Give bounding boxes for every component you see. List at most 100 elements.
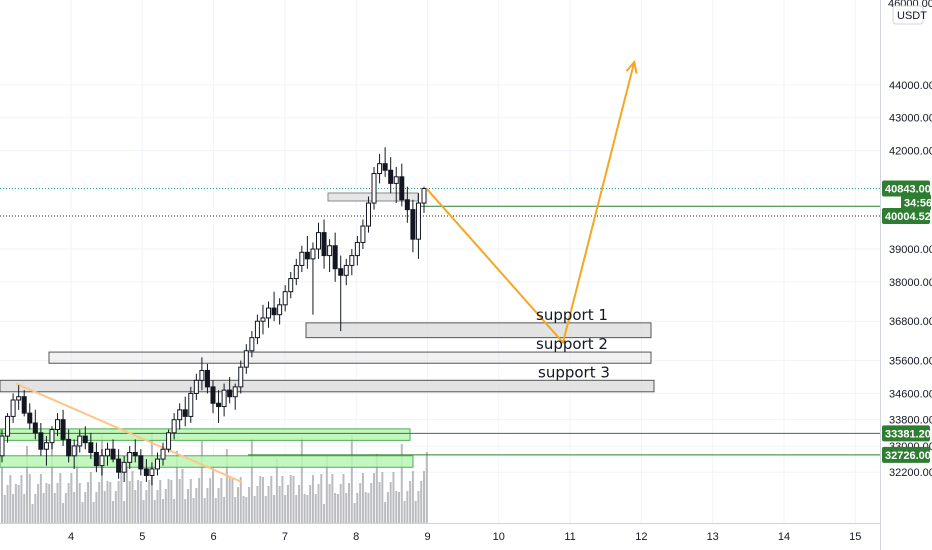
x-tick-label: 13 — [707, 531, 719, 543]
x-tick-label: 6 — [211, 531, 217, 543]
candle — [243, 344, 249, 374]
volume-bar — [259, 476, 262, 523]
candle-body — [288, 278, 294, 293]
volume-bar — [300, 437, 303, 523]
candle-body — [138, 455, 144, 470]
volume-bar — [364, 492, 367, 523]
x-tick-label: 10 — [493, 531, 505, 543]
volume-bar — [242, 496, 245, 523]
volume-bar — [328, 484, 331, 523]
candle-body — [266, 307, 272, 319]
price-tag — [882, 180, 930, 197]
volume-bar — [225, 449, 228, 523]
y-tick-label: 34600.00 — [889, 388, 932, 400]
x-axis-ticks: 4 5 6 7 8 9 10 11 12 13 14 15 — [68, 531, 861, 543]
volume-bar — [120, 471, 123, 523]
zone-rect — [0, 428, 411, 441]
currency-badge[interactable] — [892, 5, 924, 25]
candle — [260, 304, 266, 335]
candle — [166, 429, 172, 453]
volume-bar — [223, 497, 226, 523]
candle — [127, 445, 133, 469]
volume-bar — [264, 496, 267, 523]
candle-body — [421, 188, 427, 204]
candle — [21, 390, 27, 417]
volume-bar — [228, 477, 231, 523]
candle — [304, 235, 310, 269]
volume-bar — [209, 478, 212, 523]
volume-bar — [139, 481, 142, 523]
candle — [143, 459, 149, 483]
volume-bar — [386, 492, 389, 523]
volume-bar — [134, 490, 137, 523]
y-tick-label: 38000.00 — [889, 277, 932, 289]
candle — [282, 285, 288, 312]
volume-bar — [75, 444, 78, 523]
candle — [55, 413, 61, 437]
candle-body — [177, 409, 183, 421]
volume-bar — [164, 489, 167, 523]
volume-bar — [286, 485, 289, 523]
candle-body — [116, 458, 122, 473]
volume-bar — [192, 498, 195, 523]
volume-bar — [78, 483, 81, 523]
y-tick-label: 44000.00 — [889, 80, 932, 92]
volume-bar — [25, 446, 28, 523]
volume-bar — [184, 499, 187, 523]
volume-bar — [53, 493, 56, 523]
candle — [393, 166, 399, 204]
volume-bar — [411, 471, 414, 523]
candle-body — [238, 366, 244, 388]
candle — [177, 403, 183, 430]
candle — [182, 396, 188, 427]
volume-bar — [403, 501, 406, 523]
candle — [88, 432, 94, 460]
volume-bar — [109, 482, 112, 523]
volume-bar — [14, 484, 17, 523]
volume-bar — [217, 488, 220, 523]
volume-bar — [261, 477, 264, 523]
volume-bar — [45, 483, 48, 523]
candle — [27, 403, 33, 430]
candle-body — [77, 435, 83, 447]
volume-bar — [162, 499, 165, 523]
candle — [232, 383, 238, 410]
volume-bar — [375, 454, 378, 523]
candle — [293, 258, 299, 286]
volume-bar — [195, 488, 198, 523]
x-tick-label: 4 — [68, 531, 74, 543]
volume-bar — [409, 481, 412, 523]
volume-bar — [306, 495, 309, 523]
candle-body — [143, 468, 149, 476]
candle-body — [415, 202, 421, 240]
candle-body — [171, 419, 177, 434]
volume-bar — [406, 491, 409, 523]
volume-bar — [20, 475, 23, 523]
candle — [32, 409, 38, 440]
candle-body — [304, 251, 310, 260]
volume-bar — [311, 475, 314, 523]
candle-body — [188, 392, 194, 417]
volume-bar — [256, 486, 259, 523]
candle-body — [193, 379, 199, 394]
candle — [360, 219, 366, 250]
volume-bar — [389, 482, 392, 523]
volume-bar — [81, 502, 84, 523]
candle-body — [243, 350, 249, 368]
candle-body — [210, 386, 216, 404]
volume-bar — [98, 482, 101, 523]
candlesticks — [0, 147, 427, 486]
x-tick-label: 9 — [424, 531, 430, 543]
volume-bar — [334, 493, 337, 523]
y-tick-label: 33800.00 — [889, 415, 932, 427]
candle-body — [221, 389, 227, 408]
volume-bar — [320, 474, 323, 523]
candle-body — [88, 442, 94, 454]
volume-bar — [125, 453, 128, 523]
volume-bar — [278, 486, 281, 523]
candle-body — [160, 448, 166, 460]
volume-bar — [350, 435, 353, 523]
volume-bar — [178, 479, 181, 523]
candle — [82, 426, 88, 450]
